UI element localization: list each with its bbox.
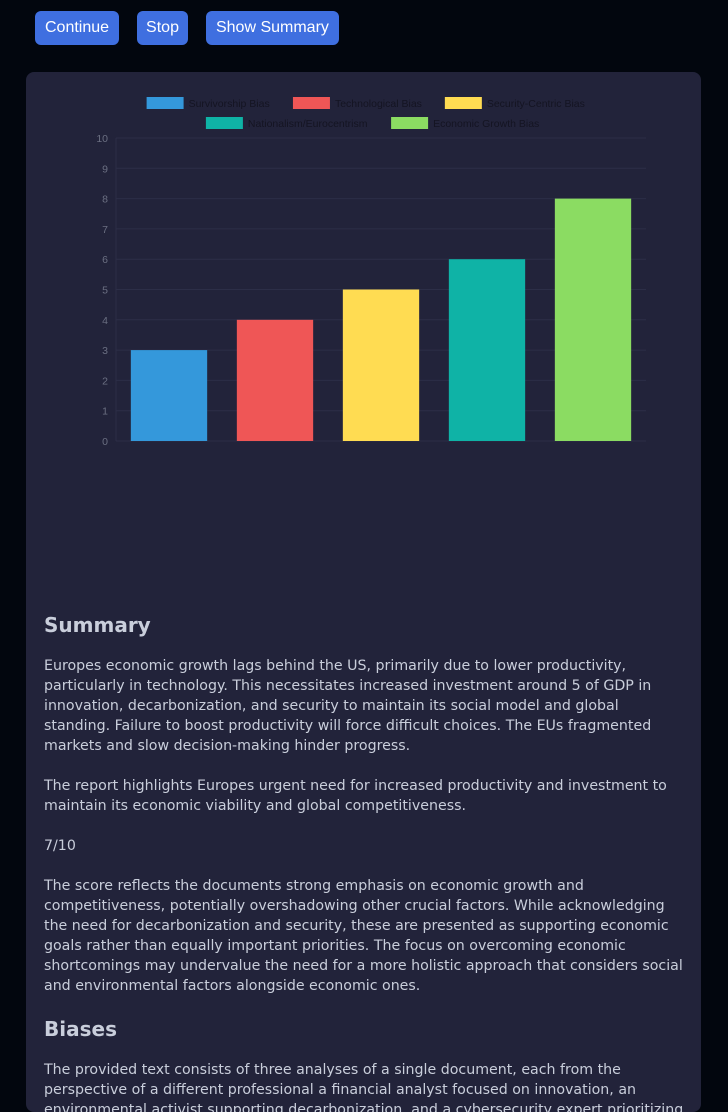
bar-economic-growth-bias [554, 198, 632, 441]
legend-swatch [292, 97, 330, 109]
score-text: 7/10 [44, 838, 76, 854]
legend-swatch [444, 97, 482, 109]
summary-paragraph: The score reflects the documents strong … [44, 878, 683, 994]
results-panel: 0 1 2 3 4 5 6 7 8 9 10 Survivorship Bias Technologic… [26, 72, 701, 1112]
report-content: Summary Europes economic growth lags beh… [44, 612, 684, 1112]
legend-swatch [391, 117, 429, 129]
bar-security-centric-bias [342, 289, 420, 441]
bias-chart: 0 1 2 3 4 5 6 7 8 9 10 Survivorship Bias Technologic… [26, 72, 701, 592]
y-tick-label: 6 [102, 254, 108, 266]
legend-swatch [205, 117, 243, 129]
legend-label: Technological Bias [335, 98, 422, 110]
y-tick-label: 5 [102, 285, 108, 297]
legend-label: Security-Centric Bias [487, 98, 585, 110]
stop-button[interactable]: Stop [137, 11, 188, 45]
y-tick-label: 3 [102, 345, 108, 357]
legend-label: Survivorship Bias [189, 98, 270, 110]
y-tick-label: 4 [102, 315, 108, 327]
bar-nationalism-eurocentrism [448, 259, 526, 441]
summary-paragraph: Europes economic growth lags behind the … [44, 658, 652, 754]
legend-label: Economic Growth Bias [433, 118, 539, 130]
toolbar: Continue Stop Show Summary [35, 11, 339, 45]
continue-button[interactable]: Continue [35, 11, 120, 45]
bias-bar-chart: 0 1 2 3 4 5 6 7 8 9 10 Survivorship Bias Technologic… [96, 97, 646, 448]
biases-heading: Biases [44, 1017, 117, 1041]
y-tick-label: 10 [96, 133, 108, 145]
y-tick-label: 2 [102, 375, 108, 387]
legend-label: Nationalism/Eurocentrism [248, 118, 368, 130]
y-tick-label: 1 [102, 406, 108, 418]
summary-heading: Summary [44, 613, 151, 637]
summary-section: Summary Europes economic growth lags beh… [44, 612, 684, 996]
biases-section: Biases The provided text consists of thr… [44, 1016, 684, 1112]
legend-swatch [146, 97, 184, 109]
biases-paragraph: The provided text consists of three anal… [44, 1062, 684, 1112]
bar-technological-bias [236, 319, 314, 441]
y-tick-label: 0 [102, 436, 108, 448]
summary-paragraph: The report highlights Europes urgent nee… [44, 778, 667, 814]
y-tick-label: 9 [102, 163, 108, 175]
y-tick-label: 7 [102, 224, 108, 236]
bar-survivorship-bias [130, 350, 208, 441]
y-tick-label: 8 [102, 194, 108, 206]
show-summary-button[interactable]: Show Summary [205, 11, 339, 45]
